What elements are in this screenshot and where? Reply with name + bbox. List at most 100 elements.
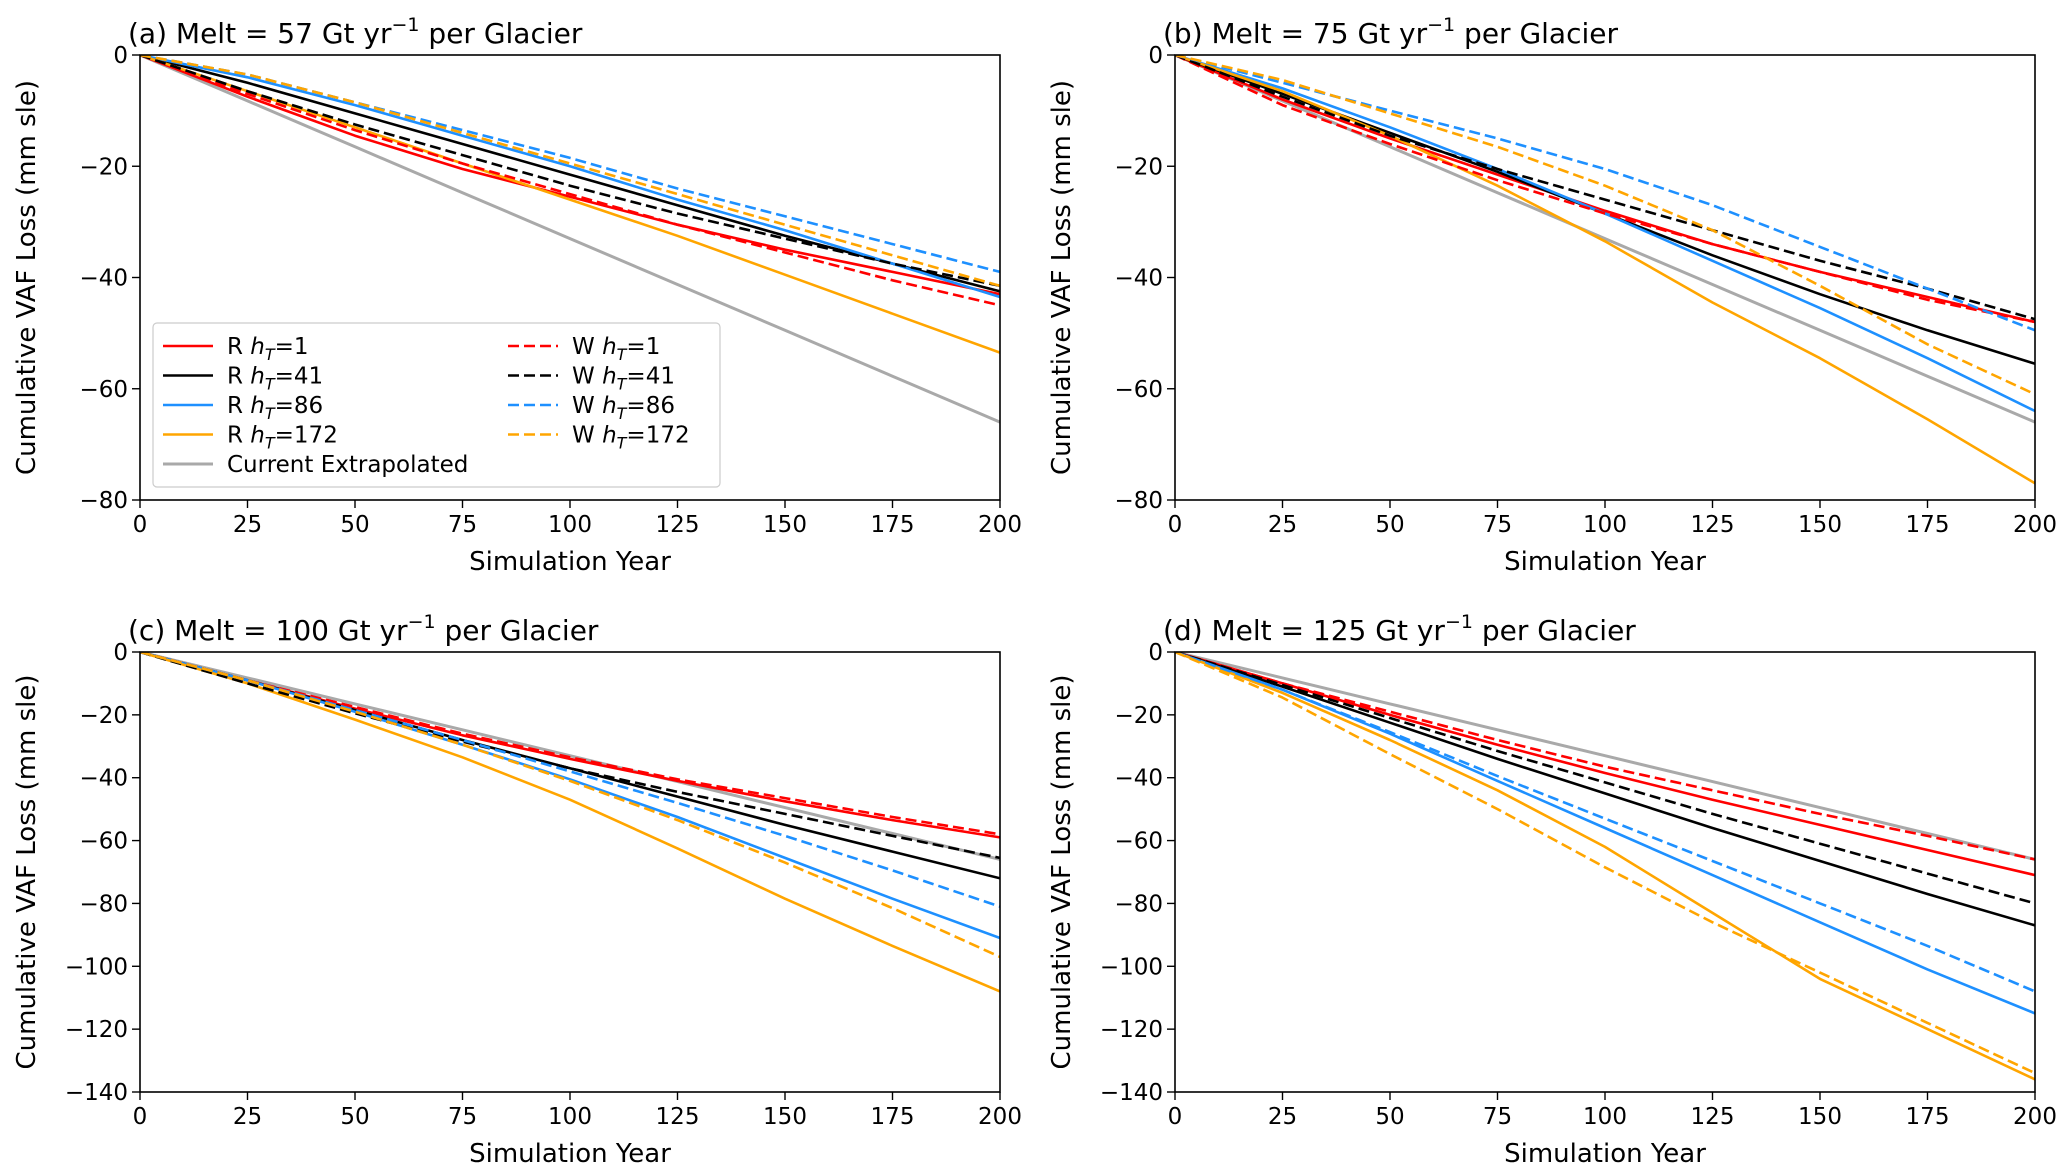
x-tick-label: 75 — [448, 1104, 477, 1130]
x-tick-label: 25 — [1268, 1104, 1297, 1130]
legend-label: R hT=86 — [227, 393, 323, 423]
legend-label-sub: T — [265, 434, 276, 453]
series-line-w-h-t-1 — [140, 652, 1000, 836]
x-tick-label: 25 — [233, 1104, 262, 1130]
legend-label-suffix: =41 — [626, 364, 675, 390]
panel-title-main: (d) Melt = 125 Gt yr — [1163, 614, 1445, 647]
x-tick-label: 200 — [2013, 1104, 2057, 1130]
legend-label-sub: T — [617, 404, 628, 423]
legend-label: R hT=172 — [227, 423, 338, 453]
x-tick-label: 150 — [763, 512, 807, 538]
x-tick-label: 125 — [1691, 1104, 1735, 1130]
x-tick-label: 0 — [1168, 512, 1183, 538]
series-line-r-h-t-41 — [1175, 652, 2035, 927]
x-tick-label: 75 — [1483, 512, 1512, 538]
x-tick-label: 75 — [448, 512, 477, 538]
x-tick-label: 150 — [1798, 512, 1842, 538]
x-axis-label: Simulation Year — [469, 547, 671, 577]
legend-label-sub: T — [617, 375, 628, 394]
legend-label-prefix: R — [227, 423, 250, 449]
legend-label-prefix: R — [227, 334, 250, 360]
series-group — [140, 55, 1000, 424]
legend-label-sub: T — [265, 404, 276, 423]
x-tick-label: 125 — [656, 512, 700, 538]
x-tick-label: 150 — [1798, 1104, 1842, 1130]
axes-frame — [1174, 651, 2036, 1093]
legend-label-var: h — [250, 334, 265, 360]
legend-label-suffix: =172 — [275, 423, 338, 449]
y-tick-label: −120 — [1100, 1017, 1163, 1043]
x-tick-label: 200 — [978, 512, 1022, 538]
panel-title-main: (a) Melt = 57 Gt yr — [128, 17, 392, 50]
legend-label: R hT=41 — [227, 364, 323, 394]
y-tick-label: −60 — [79, 377, 128, 403]
x-tick-label: 0 — [133, 1104, 148, 1130]
y-tick-label: −100 — [1100, 954, 1163, 980]
series-line-r-h-t-1 — [140, 55, 1000, 296]
panel-title-suffix: per Glacier — [436, 614, 599, 647]
series-line-r-h-t-172 — [1175, 652, 2035, 1081]
series-line-current-extrapolated — [140, 652, 1000, 861]
legend-label-sub: T — [265, 345, 276, 364]
x-tick-label: 25 — [1268, 512, 1297, 538]
x-tick-label: 100 — [1583, 512, 1627, 538]
series-line-w-h-t-41 — [1175, 55, 2035, 321]
series-group — [1175, 652, 2035, 1081]
y-tick-label: −100 — [65, 954, 128, 980]
legend-label-suffix: =86 — [275, 393, 324, 419]
y-tick-label: 0 — [1148, 43, 1163, 69]
series-line-r-h-t-172 — [140, 55, 1000, 354]
series-line-w-h-t-1 — [140, 55, 1000, 307]
panel-title-main: (b) Melt = 75 Gt yr — [1163, 17, 1428, 50]
series-line-r-h-t-172 — [1175, 55, 2035, 485]
y-axis-label: Cumulative VAF Loss (mm sle) — [1047, 674, 1077, 1069]
legend-label-suffix: =86 — [626, 393, 675, 419]
legend-label-var: h — [250, 364, 265, 390]
y-tick-label: −80 — [79, 891, 128, 917]
axes-frame — [1174, 54, 2036, 501]
x-tick-label: 100 — [1583, 1104, 1627, 1130]
legend-label-prefix: W — [572, 334, 602, 360]
legend-label-suffix: =172 — [626, 423, 689, 449]
legend-label: W hT=1 — [572, 334, 660, 364]
series-line-w-h-t-41 — [140, 55, 1000, 288]
y-tick-label: −40 — [1114, 266, 1163, 292]
x-tick-label: 100 — [548, 512, 592, 538]
legend-label-prefix: R — [227, 393, 250, 419]
y-tick-label: −20 — [79, 703, 128, 729]
x-axis-label: Simulation Year — [469, 1139, 671, 1169]
panel-title-superscript: −1 — [392, 14, 420, 36]
y-tick-label: −140 — [1100, 1080, 1163, 1106]
y-tick-label: −140 — [65, 1080, 128, 1106]
series-line-w-h-t-172 — [1175, 55, 2035, 396]
series-group — [140, 652, 1000, 993]
x-tick-label: 175 — [871, 512, 915, 538]
axes-frame — [139, 651, 1001, 1093]
series-group — [1175, 55, 2035, 485]
x-tick-label: 100 — [548, 1104, 592, 1130]
y-tick-label: −40 — [1114, 766, 1163, 792]
legend-label-var: h — [602, 334, 617, 360]
y-tick-label: −20 — [1114, 703, 1163, 729]
legend-label: Current Extrapolated — [227, 452, 468, 478]
legend-box — [152, 322, 721, 488]
series-line-r-h-t-1 — [1175, 652, 2035, 877]
y-axis-label: Cumulative VAF Loss (mm sle) — [12, 80, 42, 475]
y-tick-label: −20 — [79, 154, 128, 180]
series-line-r-h-t-1 — [140, 652, 1000, 839]
x-tick-label: 175 — [1906, 1104, 1950, 1130]
panel-title-main: (c) Melt = 100 Gt yr — [128, 614, 408, 647]
x-tick-label: 175 — [1906, 512, 1950, 538]
series-line-r-h-t-1 — [1175, 55, 2035, 324]
panel-title: (a) Melt = 57 Gt yr−1 per Glacier — [128, 14, 583, 50]
panel-title-superscript: −1 — [1445, 611, 1473, 633]
series-line-w-h-t-86 — [1175, 652, 2035, 993]
y-tick-label: −60 — [1114, 377, 1163, 403]
series-line-r-h-t-172 — [140, 652, 1000, 993]
legend-label-prefix: W — [572, 364, 602, 390]
legend-label: W hT=41 — [572, 364, 675, 394]
